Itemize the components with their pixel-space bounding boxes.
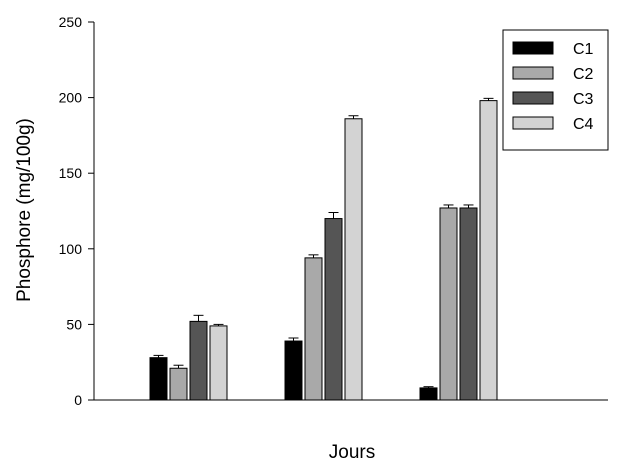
legend-label-c4: C4 xyxy=(573,116,594,133)
legend-swatch-c4 xyxy=(512,116,554,130)
bar-c1-3 xyxy=(419,387,438,401)
y-axis-title: Phosphore (mg/100g) xyxy=(14,118,35,302)
bar-c1-2 xyxy=(284,340,303,401)
bar-c4-3 xyxy=(479,100,498,401)
legend-swatch-c3 xyxy=(512,91,554,105)
y-tick-label: 250 xyxy=(59,14,83,30)
legend: C1 C2 C3 C4 xyxy=(502,29,609,151)
bar-c2-1 xyxy=(169,367,188,401)
y-tick-label: 0 xyxy=(74,392,82,408)
legend-swatch-c1 xyxy=(512,41,554,55)
y-tick-label: 200 xyxy=(59,90,83,106)
bar-c3-3 xyxy=(459,207,478,401)
bar-c1-1 xyxy=(149,357,168,401)
bars xyxy=(149,97,498,401)
y-tick-label: 100 xyxy=(59,241,83,257)
legend-swatch-c2 xyxy=(512,66,554,80)
y-tick-label: 50 xyxy=(66,316,82,332)
bar-c4-1 xyxy=(209,325,228,401)
bar-c4-2 xyxy=(344,118,363,401)
legend-label-c1: C1 xyxy=(573,41,594,58)
bar-c3-2 xyxy=(324,218,343,401)
y-axis: 0 50 100 150 200 250 xyxy=(59,14,94,408)
legend-label-c2: C2 xyxy=(573,66,594,83)
bar-c2-3 xyxy=(439,207,458,401)
bar-c3-1 xyxy=(189,320,208,401)
y-tick-label: 150 xyxy=(59,165,83,181)
x-axis-title: Jours xyxy=(329,442,375,463)
bar-c2-2 xyxy=(304,257,323,401)
legend-label-c3: C3 xyxy=(573,91,594,108)
